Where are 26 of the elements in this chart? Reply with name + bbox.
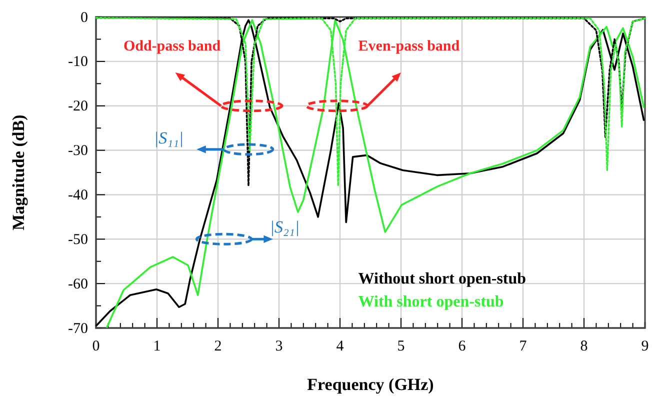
y-tick-label: -20 xyxy=(68,98,88,115)
y-tick-label: 0 xyxy=(80,10,88,26)
x-tick-label: 0 xyxy=(92,338,100,355)
y-tick-label: -30 xyxy=(68,143,88,160)
x-axis-title: Frequency (GHz) xyxy=(307,375,434,394)
annotation: Odd-pass band xyxy=(123,38,222,54)
annotation: |S₂₁| xyxy=(270,217,300,236)
x-tick-label: 4 xyxy=(336,338,344,355)
x-tick-label: 1 xyxy=(153,338,161,355)
x-tick-label: 2 xyxy=(214,338,222,355)
x-tick-label: 9 xyxy=(641,338,649,355)
y-tick-label: -70 xyxy=(68,320,88,337)
y-axis-title: Magnitude (dB) xyxy=(9,114,28,230)
y-tick-label: -60 xyxy=(68,276,88,292)
text: Without short open-stub xyxy=(358,270,526,288)
y-tick-label: -40 xyxy=(68,188,88,204)
x-tick-label: 3 xyxy=(275,338,283,355)
y-tick-label: -10 xyxy=(68,54,88,70)
y-tick-label: -50 xyxy=(68,232,88,248)
x-tick-label: 7 xyxy=(519,338,528,355)
x-tick-label: 8 xyxy=(580,338,588,355)
annotation: |S₁₁| xyxy=(154,128,184,148)
x-tick-label: 5 xyxy=(397,338,405,355)
text: With short open-stub xyxy=(358,294,504,311)
annotation: Even-pass band xyxy=(358,38,460,54)
x-tick-label: 6 xyxy=(458,338,466,355)
